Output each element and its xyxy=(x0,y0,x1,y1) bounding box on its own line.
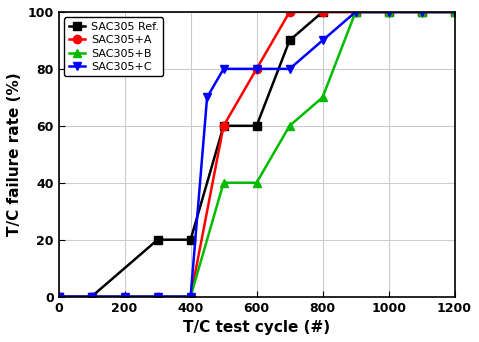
SAC305+A xyxy=(122,294,127,299)
SAC305 Ref. xyxy=(319,10,325,14)
SAC305+C xyxy=(221,67,227,71)
SAC305+B xyxy=(452,10,457,14)
SAC305+A xyxy=(254,67,260,71)
Y-axis label: T/C failure rate (%): T/C failure rate (%) xyxy=(7,73,22,236)
Legend: SAC305 Ref., SAC305+A, SAC305+B, SAC305+C: SAC305 Ref., SAC305+A, SAC305+B, SAC305+… xyxy=(64,17,163,76)
SAC305+B xyxy=(56,294,61,299)
X-axis label: T/C test cycle (#): T/C test cycle (#) xyxy=(183,320,330,335)
SAC305+C xyxy=(89,294,94,299)
SAC305+B xyxy=(221,181,227,185)
SAC305+C xyxy=(56,294,61,299)
SAC305+C xyxy=(319,38,325,42)
SAC305+C xyxy=(452,10,457,14)
SAC305+B xyxy=(155,294,160,299)
SAC305+B xyxy=(122,294,127,299)
SAC305+C xyxy=(419,10,424,14)
SAC305+B xyxy=(287,124,293,128)
SAC305+C xyxy=(155,294,160,299)
SAC305+B xyxy=(419,10,424,14)
SAC305+A xyxy=(221,124,227,128)
SAC305 Ref. xyxy=(188,238,194,242)
SAC305 Ref. xyxy=(287,38,293,42)
SAC305 Ref. xyxy=(56,294,61,299)
SAC305 Ref. xyxy=(254,124,260,128)
SAC305+C xyxy=(287,67,293,71)
SAC305 Ref. xyxy=(452,10,457,14)
SAC305+A xyxy=(452,10,457,14)
SAC305 Ref. xyxy=(221,124,227,128)
SAC305+C xyxy=(204,95,210,100)
SAC305 Ref. xyxy=(89,294,94,299)
SAC305+B xyxy=(353,10,358,14)
SAC305+C xyxy=(188,294,194,299)
SAC305+B xyxy=(319,95,325,100)
SAC305+A xyxy=(155,294,160,299)
SAC305+C xyxy=(353,10,358,14)
SAC305+B xyxy=(188,294,194,299)
SAC305+B xyxy=(386,10,391,14)
SAC305+A xyxy=(89,294,94,299)
SAC305 Ref. xyxy=(155,238,160,242)
SAC305+A xyxy=(419,10,424,14)
SAC305+A xyxy=(319,10,325,14)
SAC305+B xyxy=(89,294,94,299)
SAC305+C xyxy=(254,67,260,71)
SAC305+A xyxy=(56,294,61,299)
Line: SAC305+C: SAC305+C xyxy=(55,8,459,301)
SAC305 Ref. xyxy=(419,10,424,14)
SAC305+A xyxy=(353,10,358,14)
SAC305+A xyxy=(188,294,194,299)
SAC305+B xyxy=(254,181,260,185)
SAC305+C xyxy=(122,294,127,299)
SAC305+C xyxy=(386,10,391,14)
SAC305 Ref. xyxy=(386,10,391,14)
SAC305+A xyxy=(287,10,293,14)
SAC305 Ref. xyxy=(353,10,358,14)
Line: SAC305+B: SAC305+B xyxy=(55,8,459,301)
SAC305+A xyxy=(386,10,391,14)
Line: SAC305+A: SAC305+A xyxy=(55,8,459,301)
Line: SAC305 Ref.: SAC305 Ref. xyxy=(55,8,459,301)
